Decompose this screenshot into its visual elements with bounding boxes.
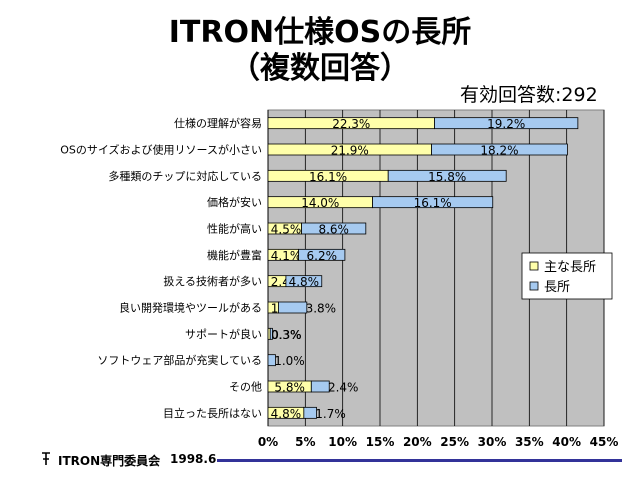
category-label: 性能が高い — [207, 222, 262, 236]
category-label: 目立った長所はない — [163, 406, 262, 420]
respondent-count: 有効回答数:292 — [460, 84, 598, 106]
category-label: 価格が安い — [207, 195, 262, 209]
data-label: 19.2% — [487, 117, 525, 131]
category-label: OSのサイズおよび使用リソースが小さい — [60, 143, 262, 157]
legend-label: 主な長所 — [544, 260, 596, 275]
bar-strength — [387, 169, 507, 182]
data-label: 16.1% — [414, 196, 452, 210]
footer-year: 1998.6 — [170, 452, 217, 466]
legend-swatch — [529, 281, 539, 291]
footer-divider — [217, 459, 622, 462]
data-label: 18.2% — [480, 144, 518, 158]
data-label: 14.0% — [301, 196, 339, 210]
bar-strength — [301, 222, 367, 235]
bar-strength — [431, 143, 568, 156]
data-label: 3.8% — [306, 302, 337, 316]
data-label: 4.5% — [271, 223, 302, 237]
bar-strength — [434, 117, 579, 130]
chart-title: ITRON仕様OSの長所 — [168, 15, 472, 50]
bar-strength — [269, 327, 273, 340]
category-label: 多種類のチップに対応している — [108, 169, 262, 183]
bar-strength — [298, 248, 346, 261]
bar-strength — [285, 275, 323, 288]
data-label: 22.3% — [332, 117, 370, 131]
bar-strength — [372, 196, 494, 209]
chart-subtitle: （複数回答） — [230, 51, 410, 86]
bar-strength — [303, 406, 317, 419]
data-label: 4.8% — [289, 275, 320, 289]
bar-strength — [278, 301, 308, 314]
data-label: 21.9% — [331, 144, 369, 158]
x-tick-label: 5% — [295, 435, 315, 449]
x-tick-label: 45% — [590, 435, 619, 449]
data-label: 1.7% — [315, 407, 346, 421]
category-label: 仕様の理解が容易 — [174, 116, 262, 130]
category-label: その他 — [229, 381, 262, 394]
footer-org: ITRON専門委員会 — [58, 454, 161, 468]
x-tick-label: 10% — [328, 435, 357, 449]
x-tick-label: 0% — [258, 435, 278, 449]
legend-swatch — [529, 261, 539, 271]
category-label: サポートが良い — [185, 327, 262, 341]
x-tick-label: 20% — [403, 435, 432, 449]
data-label: 1.0% — [274, 354, 305, 368]
x-tick-label: 15% — [366, 435, 395, 449]
data-label: 8.6% — [318, 223, 349, 237]
x-tick-label: 30% — [478, 435, 507, 449]
data-label: 4.8% — [271, 407, 302, 421]
x-tick-label: 25% — [440, 435, 469, 449]
data-label: 0.3% — [271, 328, 302, 342]
legend-label: 長所 — [544, 280, 570, 295]
bar-strength — [310, 380, 330, 393]
legend-box — [521, 252, 613, 300]
category-label: 良い開発環境やツールがある — [119, 301, 262, 315]
data-label: 5.8% — [274, 381, 305, 395]
data-label: 16.1% — [309, 170, 347, 184]
x-tick-label: 35% — [515, 435, 544, 449]
bar-strength — [267, 354, 276, 367]
category-label: ソフトウェア部品が充実している — [97, 353, 262, 367]
x-tick-label: 40% — [552, 435, 581, 449]
itron-logo-icon — [40, 451, 52, 465]
category-label: 扱える技術者が多い — [163, 274, 262, 288]
data-label: 2.4% — [328, 381, 359, 395]
data-label: 4.1% — [271, 249, 302, 263]
data-label: 15.8% — [428, 170, 466, 184]
data-label: 0.3% — [271, 328, 302, 342]
data-label: 6.2% — [307, 249, 338, 263]
category-label: 機能が豊富 — [207, 248, 262, 262]
